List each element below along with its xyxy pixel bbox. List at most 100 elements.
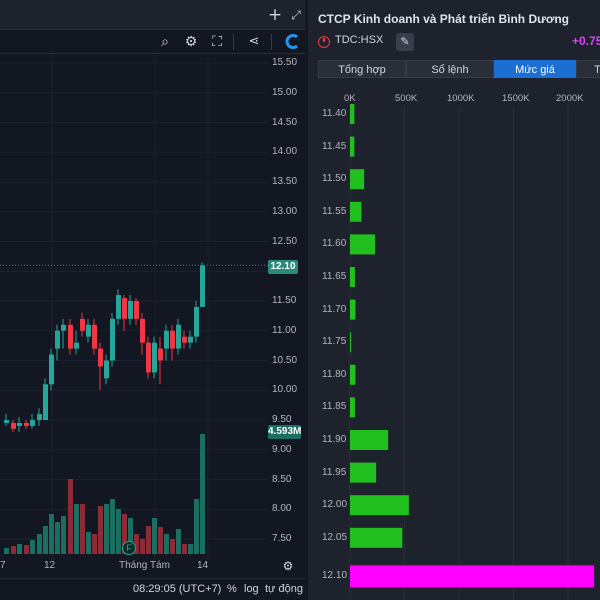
price-level-bar[interactable] [350, 136, 355, 157]
auto-toggle[interactable]: tự động [265, 583, 303, 595]
clock-icon [318, 36, 330, 48]
volume-bar [49, 514, 54, 554]
candlestick-chart[interactable] [0, 54, 268, 560]
event-marker[interactable]: F [122, 541, 136, 555]
price-level-bar[interactable] [350, 267, 355, 287]
volume-axis-label: 2000K [556, 93, 584, 104]
logo-c-icon[interactable] [283, 32, 302, 51]
price-axis-label: 9.00 [272, 443, 292, 455]
price-level-bar[interactable] [350, 104, 355, 124]
price-level-bar[interactable] [350, 234, 376, 255]
volume-bar [104, 504, 109, 554]
volume-bar [86, 532, 91, 554]
price-level-bar[interactable] [350, 565, 595, 588]
candle-body [86, 324, 91, 337]
volume-bar [158, 527, 163, 554]
volume-bar [146, 526, 151, 554]
volume-bar [80, 504, 85, 554]
price-level-bar[interactable] [350, 364, 356, 385]
magnify-chart-icon[interactable]: ⌕ [161, 34, 169, 50]
candle-body [17, 422, 22, 426]
percent-toggle[interactable]: % [227, 583, 237, 595]
tab-price-levels[interactable]: Mức giá [494, 60, 576, 78]
tab-order-book[interactable]: Sổ lệnh [406, 60, 494, 78]
volume-bar [24, 545, 29, 554]
volume-bar [98, 506, 103, 554]
toolbar-divider [271, 34, 272, 50]
candle-body [80, 318, 85, 331]
volume-bar [43, 526, 48, 554]
candle-body [110, 318, 115, 361]
volume-bar [188, 544, 193, 554]
candle-body [158, 348, 163, 361]
price-level-bar[interactable] [350, 332, 352, 353]
price-level-bar[interactable] [350, 495, 409, 516]
price-axis-label: 11.50 [272, 295, 297, 306]
price-change: +0.75 [572, 34, 600, 48]
panel-tabs: Tổng hợp Sổ lệnh Mức giá Thống kê [318, 60, 600, 78]
price-level-label: 11.85 [322, 401, 347, 413]
candle-body [176, 324, 181, 349]
log-toggle[interactable]: log [244, 583, 259, 595]
volume-bar [164, 534, 169, 554]
tab-summary[interactable]: Tổng hợp [318, 60, 406, 78]
volume-axis-label: 500K [395, 93, 418, 104]
share-icon[interactable]: ⋖ [248, 34, 260, 49]
price-axis-label: 10.00 [272, 384, 298, 396]
candle-body [61, 324, 66, 331]
price-level-label: 12.05 [322, 531, 348, 543]
candle-body [43, 384, 48, 420]
candle-body [122, 298, 127, 319]
fullscreen-icon[interactable]: ⛶ [212, 34, 222, 50]
price-axis-label: 15.50 [272, 57, 298, 68]
expand-icon[interactable]: ⤢ [291, 8, 301, 22]
price-level-bar[interactable] [350, 462, 377, 483]
price-level-label: 12.10 [322, 570, 348, 582]
candle-body [74, 342, 79, 349]
settings-icon[interactable]: ⚙ [184, 34, 198, 50]
candle-body [92, 324, 97, 349]
price-level-bar[interactable] [350, 299, 356, 320]
time-axis-label: Tháng Tám [119, 560, 170, 571]
candle-body [134, 301, 139, 319]
volume-bar [134, 534, 139, 554]
price-axis-label: 14.00 [272, 146, 298, 158]
price-axis-label: 13.50 [272, 176, 298, 187]
settings-icon[interactable]: ⚙ [282, 559, 294, 573]
price-level-bar[interactable] [350, 201, 362, 222]
candle-body [37, 414, 42, 420]
volume-bar [4, 548, 9, 554]
candle-body [140, 318, 145, 343]
candle-body [164, 330, 169, 349]
chart-toolbar [0, 30, 305, 54]
candle-body [116, 295, 121, 319]
price-level-label: 12.00 [322, 499, 348, 511]
toolbar-divider [233, 34, 234, 50]
price-axis-label: 9.50 [272, 414, 292, 425]
price-axis-label: 12.50 [272, 235, 298, 247]
candle-body [30, 420, 35, 426]
chart-pane[interactable] [0, 0, 305, 600]
tab-statistics[interactable]: Thống kê [576, 60, 600, 78]
volume-bar [11, 546, 16, 554]
price-level-bar[interactable] [350, 169, 365, 190]
volume-badge: 4.593M [268, 425, 302, 439]
volume-bar [92, 534, 97, 554]
pane-divider[interactable] [305, 0, 308, 600]
price-axis-label: 14.50 [272, 116, 298, 128]
candle-body [152, 342, 157, 373]
price-level-bar[interactable] [350, 397, 355, 418]
volume-bar [194, 499, 199, 554]
volume-bar [110, 499, 115, 554]
edit-icon[interactable]: ✎ [396, 33, 414, 51]
price-level-label: 11.60 [322, 238, 347, 250]
price-level-bar[interactable] [350, 527, 403, 548]
volume-axis-label: 1500K [502, 93, 530, 104]
candle-body [55, 330, 60, 349]
candle-body [194, 306, 199, 337]
price-level-bar[interactable] [350, 430, 389, 450]
plus-icon[interactable]: + [267, 5, 283, 25]
price-level-label: 11.65 [322, 271, 347, 282]
volume-profile-chart[interactable] [308, 0, 600, 600]
ticker-symbol[interactable]: TDC:HSX [335, 34, 384, 46]
